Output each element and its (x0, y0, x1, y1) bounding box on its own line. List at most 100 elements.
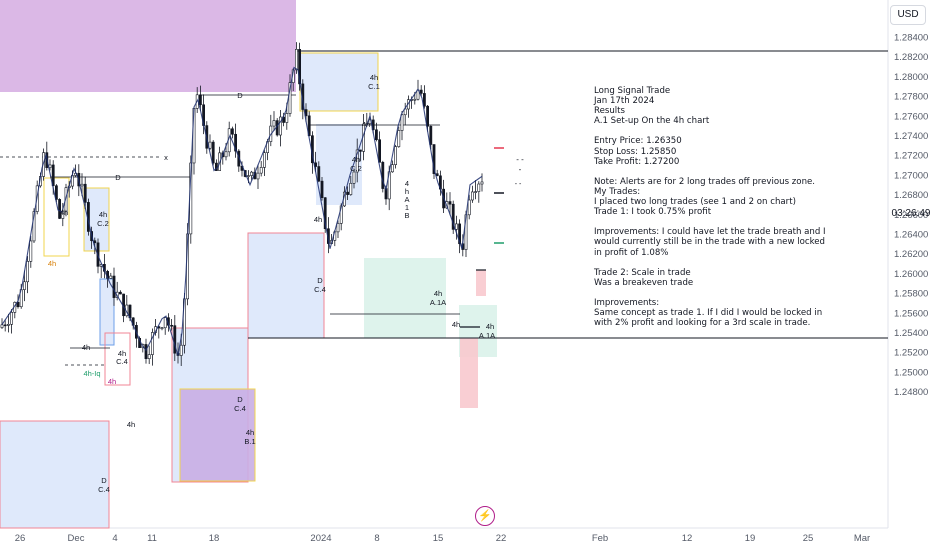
note-line (594, 126, 834, 136)
candle-body (419, 89, 423, 94)
candle-body (10, 312, 14, 325)
candle-body (394, 146, 398, 165)
currency-button[interactable]: USD (890, 5, 926, 25)
note-line: Take Profit: 1.27200 (594, 156, 680, 167)
zone-label: h (405, 187, 409, 196)
note-line (594, 288, 834, 298)
y-tick-label: 1.28400 (894, 33, 928, 44)
candle-body (80, 183, 84, 187)
zone-box (43, 177, 70, 257)
candle-body (349, 182, 353, 195)
y-tick-label: 1.26600 (894, 210, 928, 221)
y-tick-label: 1.25600 (894, 308, 928, 319)
trade-note: Long Signal Trade Jan 17th 2024 Results A.1… (594, 86, 834, 328)
note-line: A.1 Set-up On the 4h chart (594, 116, 710, 127)
candle-body (397, 130, 401, 147)
zone-box (460, 338, 478, 408)
candle-body (381, 161, 385, 189)
candle-body (355, 149, 359, 173)
zone-label: C.1 (368, 82, 380, 91)
note-line: Trade 1: I took 0.75% profit (594, 207, 712, 218)
zone-label: A.1A (430, 298, 446, 307)
zone-label: 4h (118, 349, 126, 358)
candle-body (467, 199, 471, 216)
note-line: Was a breakeven trade (594, 277, 694, 288)
y-tick-label: 1.25200 (894, 348, 928, 359)
zone-box (299, 52, 379, 112)
note-line: Improvements: (594, 297, 660, 308)
candle-body (259, 167, 263, 174)
ma-line (1, 66, 483, 356)
candle-body (336, 223, 340, 233)
note-line (594, 258, 834, 268)
bolt-icon[interactable]: ⚡ (475, 506, 495, 526)
candle-body (454, 223, 458, 230)
zone-box (0, 420, 110, 529)
x-tick-label: 11 (147, 533, 157, 544)
y-tick-label: 1.28200 (894, 52, 928, 63)
candle-body (480, 181, 484, 185)
x-tick-label: 15 (433, 533, 444, 544)
zone-label: D (237, 91, 243, 100)
note-line: would currently still be in the trade wi… (594, 237, 826, 248)
zone-label: 4h (60, 208, 68, 217)
note-line: Same concept as trade 1. If I did I woul… (594, 308, 823, 319)
candle-body (151, 332, 154, 355)
zone-label: 4h (486, 322, 494, 331)
candle-body (179, 344, 183, 356)
candle-body (83, 183, 87, 203)
candle-body (474, 191, 478, 193)
note-line: I placed two long trades (see 1 and 2 on… (594, 197, 796, 208)
zone-label-green: 4h-Iq (83, 369, 100, 378)
y-tick-label: 1.26400 (894, 230, 928, 241)
candle-body (16, 301, 20, 308)
candle-body (346, 191, 350, 195)
candle-body (224, 151, 228, 158)
zone-label: C.4 (234, 404, 246, 413)
candle-body (477, 183, 481, 192)
y-tick-label: 1.25400 (894, 328, 928, 339)
x-tick-label: 26 (15, 533, 26, 544)
x-tick-label: 25 (803, 533, 814, 544)
zone-label: D (101, 476, 107, 485)
y-tick-label: 1.26000 (894, 269, 928, 280)
y-tick-label: 1.27200 (894, 151, 928, 162)
note-line: Jan 17th 2024 (594, 96, 655, 107)
y-tick-label: 1.25800 (894, 289, 928, 300)
candle-body (317, 166, 321, 182)
candle-body (54, 185, 58, 200)
y-tick-label: 1.28000 (894, 72, 928, 83)
candle-body (109, 275, 113, 279)
candle-body (208, 141, 212, 149)
candle-body (26, 261, 30, 283)
candle-body (352, 171, 356, 184)
candle-body (199, 94, 202, 106)
note-line: Long Signal Trade (594, 86, 671, 96)
zone-label: 4h (370, 73, 378, 82)
candle-body (426, 105, 430, 127)
zone-label: C.2 (350, 164, 362, 173)
zone-label: B (404, 211, 409, 220)
x-tick-label: 12 (682, 533, 693, 544)
y-tick-label: 1.26200 (894, 249, 928, 260)
x-tick-label: 19 (745, 533, 756, 544)
candle-body (3, 324, 7, 327)
zone-label: x (164, 153, 168, 162)
zone-label: 4 (405, 179, 409, 188)
zone-label: D (115, 173, 121, 182)
zone-label: A.1A (479, 331, 495, 340)
zone-box (99, 278, 115, 346)
candle-body (247, 175, 250, 177)
note-line: in profit of 1.08% (594, 247, 669, 258)
note-line: Entry Price: 1.26350 (594, 136, 682, 147)
candle-body (58, 199, 62, 219)
zone-box (0, 0, 296, 92)
candle-body (458, 223, 462, 245)
zone-label: A (404, 195, 409, 204)
candle-body (144, 344, 148, 360)
candle-body (22, 281, 26, 290)
zone-label: 4h (314, 215, 322, 224)
zone-label: 4h (99, 210, 107, 219)
